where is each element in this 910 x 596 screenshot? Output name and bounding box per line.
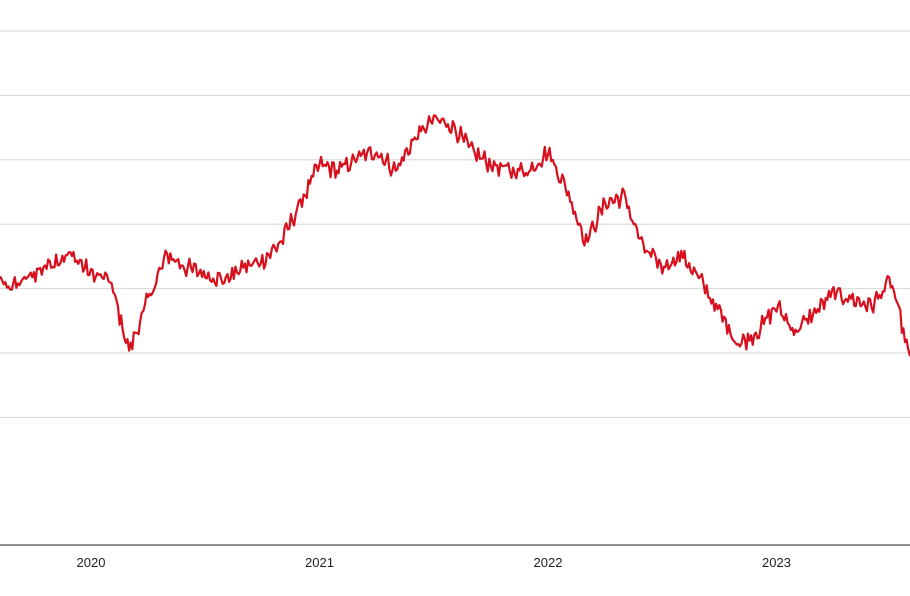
x-tick-label: 2022 [534, 555, 563, 570]
x-tick-label: 2023 [762, 555, 791, 570]
x-tick-label: 2021 [305, 555, 334, 570]
series-line [0, 114, 910, 357]
x-axis-ticks: 2020 2021 2022 2023 [77, 555, 791, 570]
series-group [0, 114, 910, 357]
gridlines [0, 30, 910, 418]
x-tick-label: 2020 [77, 555, 106, 570]
